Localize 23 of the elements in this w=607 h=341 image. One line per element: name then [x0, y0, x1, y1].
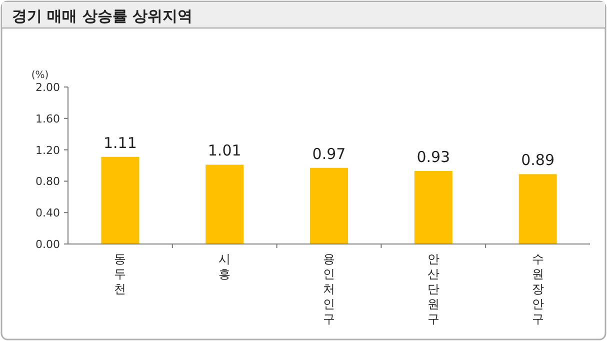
x-tick-label: 시흥 — [218, 252, 231, 281]
y-tick-label: 1.20 — [36, 144, 60, 157]
y-axis-title: (%) — [31, 70, 49, 81]
y-tick-label: 0.40 — [36, 206, 60, 220]
x-tick-label: 수원장안구 — [532, 252, 544, 326]
x-tick-label: 동두천 — [114, 252, 126, 296]
data-label: 0.93 — [416, 148, 450, 166]
data-label: 1.01 — [208, 142, 242, 160]
y-tick-label: 1.60 — [36, 112, 60, 126]
bar — [414, 170, 452, 244]
x-tick-label: 안산단원구 — [427, 252, 440, 326]
data-label: 1.11 — [103, 134, 137, 152]
data-label: 0.97 — [312, 144, 346, 163]
data-label: 0.89 — [521, 151, 555, 170]
bar — [206, 164, 244, 244]
y-tick-label: 2.00 — [36, 81, 60, 94]
bar — [518, 174, 557, 244]
x-tick-label: 용인처인구 — [323, 252, 335, 326]
bar — [101, 156, 140, 244]
chart-title: 경기 매매 상승률 상위지역 — [12, 7, 193, 25]
y-tick-label: 0.00 — [36, 238, 60, 251]
y-tick-label: 0.80 — [36, 175, 60, 188]
bar — [310, 168, 348, 244]
